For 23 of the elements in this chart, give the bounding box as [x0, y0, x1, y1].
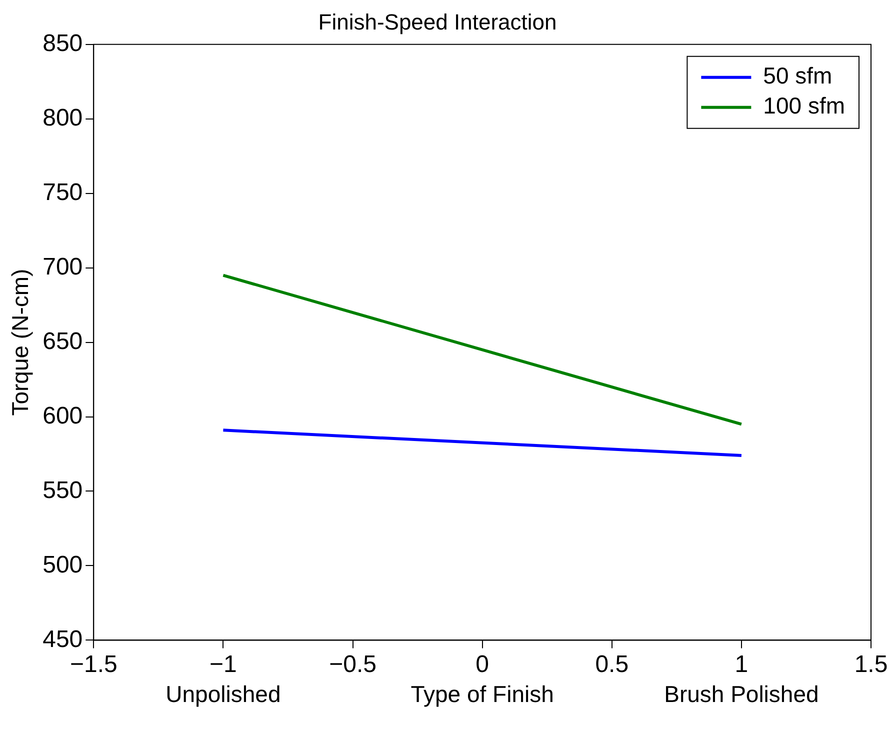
x-tick-label: −1 — [210, 651, 237, 678]
y-tick-label: 800 — [42, 104, 83, 132]
text: Brush Polished — [664, 681, 819, 708]
legend-label: 50 sfm — [763, 62, 832, 89]
y-axis-title: Torque (N-cm) — [7, 268, 34, 416]
x-axis-title: Type of Finish — [410, 681, 554, 708]
x-tick-label: 1 — [734, 651, 748, 678]
y-tick-label: 600 — [42, 402, 83, 430]
x-tick-label: 0.5 — [595, 651, 629, 678]
legend-label: 100 sfm — [763, 92, 846, 119]
x-tick-label: −0.5 — [329, 651, 376, 678]
y-tick-label: 850 — [42, 30, 83, 58]
x-tick-label: 0 — [476, 651, 489, 678]
y-tick-label: 750 — [42, 178, 83, 206]
chart-title: Finish-Speed Interaction — [318, 9, 557, 34]
y-tick-label: 650 — [42, 328, 83, 355]
text: Unpolished — [166, 681, 281, 708]
y-tick-label: 500 — [42, 551, 83, 578]
y-tick-label: 700 — [42, 253, 83, 280]
y-tick-label: 450 — [42, 626, 83, 653]
x-tick-label: −1.5 — [70, 651, 118, 678]
y-tick-label: 550 — [42, 476, 83, 504]
x-tick-label: 1.5 — [854, 651, 888, 678]
